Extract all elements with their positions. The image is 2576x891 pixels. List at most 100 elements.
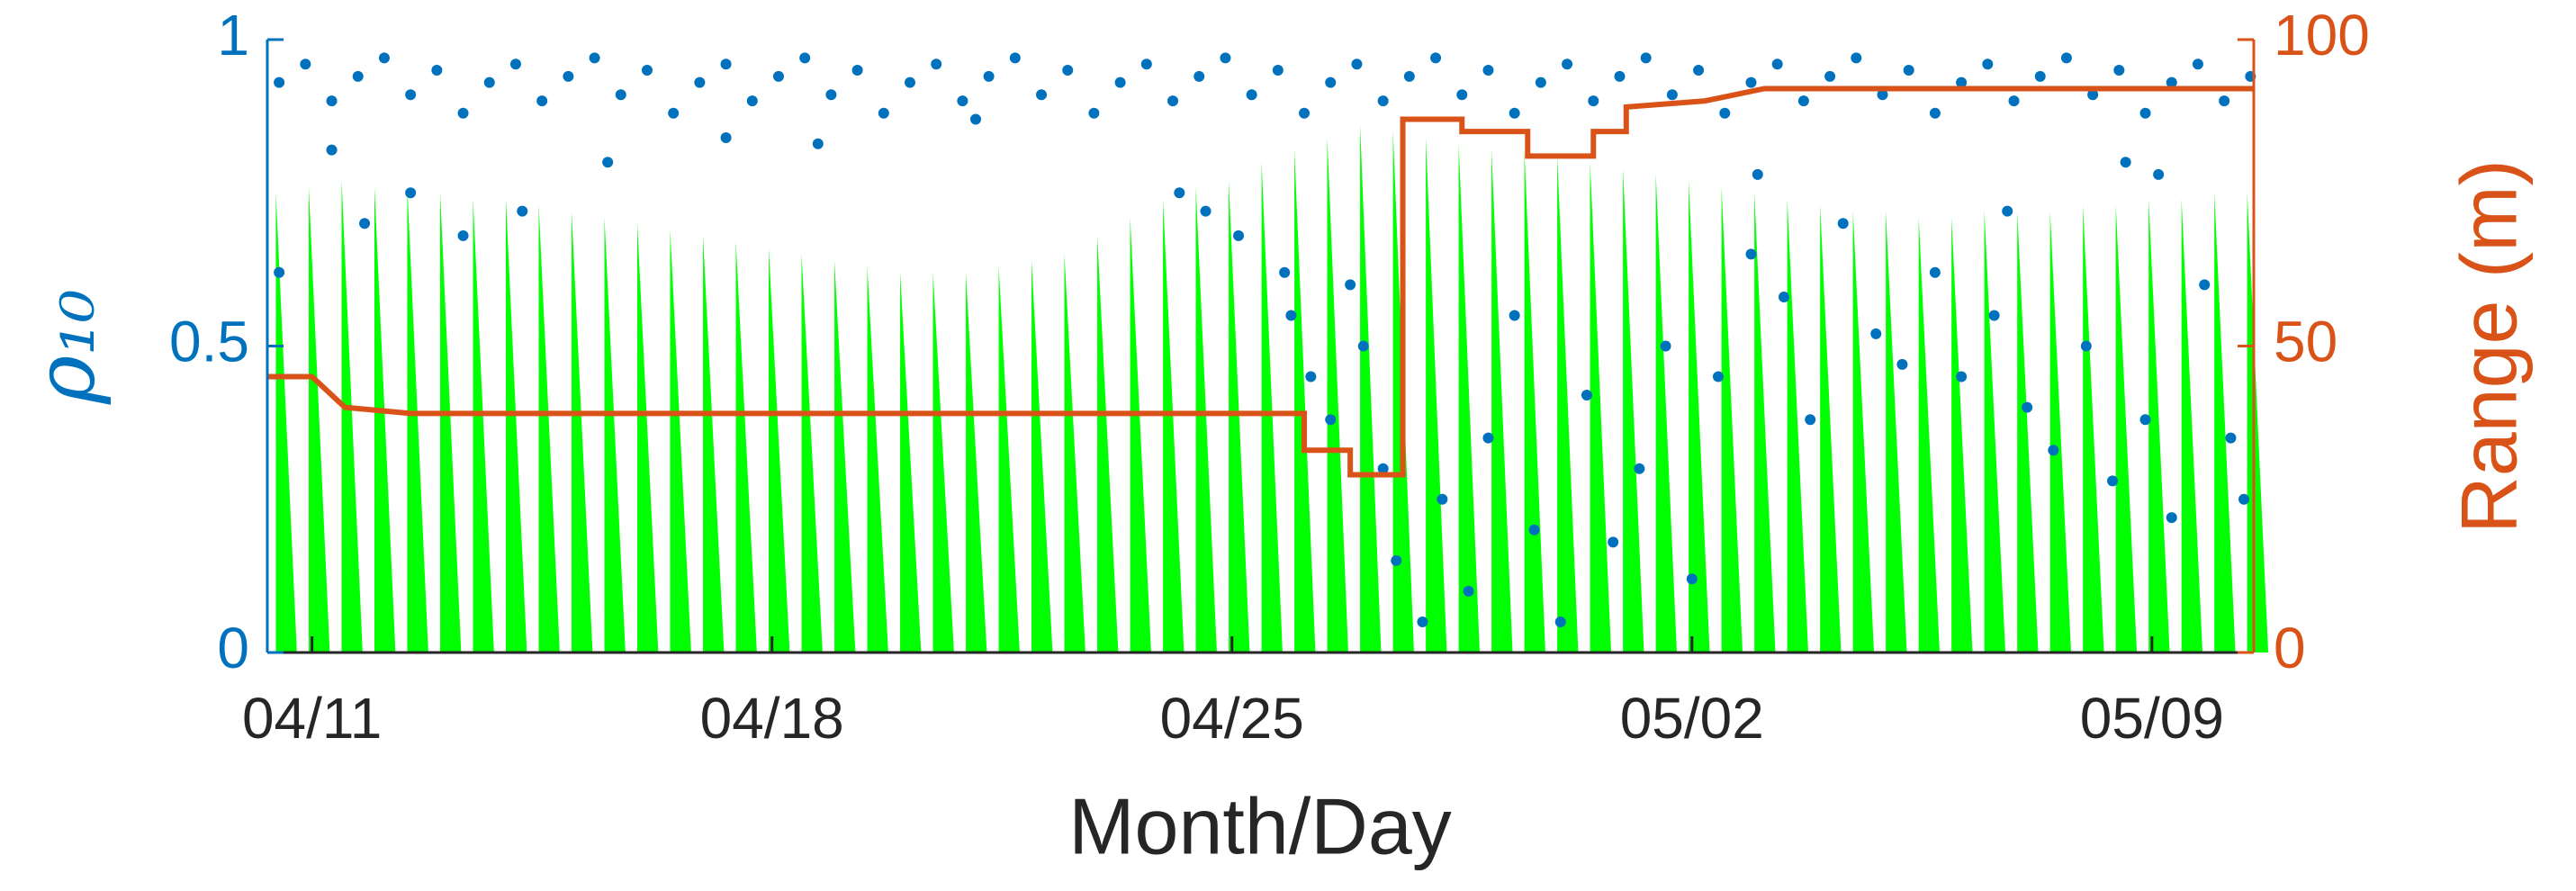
spike (1426, 137, 1447, 652)
point (1588, 95, 1599, 107)
spike (308, 186, 330, 652)
spike (275, 193, 297, 652)
point (1779, 292, 1790, 303)
spike (1655, 174, 1677, 652)
point (1851, 52, 1862, 64)
point (970, 113, 982, 125)
spike (801, 254, 823, 652)
spike (1327, 137, 1348, 652)
point (1403, 70, 1415, 82)
spike (1886, 211, 1907, 652)
point (2199, 279, 2211, 291)
point (799, 52, 811, 64)
point (957, 95, 968, 107)
point (1745, 76, 1757, 88)
point (2022, 401, 2033, 413)
point (483, 76, 495, 88)
point (359, 218, 371, 230)
point (694, 76, 706, 88)
point (1712, 371, 1724, 382)
spike (900, 272, 922, 652)
point (1088, 107, 1100, 119)
point (1535, 76, 1546, 88)
spike (703, 235, 725, 652)
point (1608, 536, 1619, 548)
spike (867, 266, 888, 652)
point (825, 89, 837, 101)
point (1877, 89, 1888, 101)
point (1771, 58, 1783, 70)
point (2113, 65, 2125, 76)
point (1581, 389, 1592, 400)
y2-tick-label: 100 (2274, 3, 2370, 68)
spike (670, 230, 691, 653)
spike (1590, 162, 1611, 652)
point (1929, 266, 1941, 278)
point (1554, 616, 1566, 627)
point (2060, 52, 2072, 64)
point (1896, 358, 1908, 370)
y2-tick-label: 0 (2274, 616, 2306, 680)
spike (1097, 235, 1119, 652)
point (1140, 58, 1152, 70)
point (1357, 340, 1369, 352)
point (2166, 76, 2177, 88)
spike (1918, 217, 1941, 653)
point (274, 266, 285, 278)
x-tick-label: 04/25 (1160, 686, 1304, 751)
point (1272, 65, 1283, 76)
point (1509, 107, 1520, 119)
point (1634, 463, 1645, 474)
point (405, 89, 417, 101)
point (1220, 52, 1231, 64)
point (1752, 168, 1763, 180)
point (1824, 70, 1836, 82)
spike (1360, 125, 1382, 653)
range-line (267, 86, 2254, 478)
spike (1623, 168, 1644, 652)
point (2153, 168, 2165, 180)
spike (1031, 260, 1053, 652)
point (1114, 76, 1126, 88)
point (905, 76, 916, 88)
point (2107, 475, 2119, 487)
point (1193, 70, 1205, 82)
point (1745, 248, 1757, 260)
spike (1458, 143, 1480, 652)
spike (604, 217, 626, 653)
point (536, 95, 548, 107)
point (668, 107, 680, 119)
point (1233, 230, 1245, 241)
point (1305, 371, 1317, 382)
point (1279, 266, 1291, 278)
spike (2181, 199, 2203, 652)
point (1377, 95, 1389, 107)
point (326, 144, 338, 156)
spike (1984, 211, 2006, 652)
spike (1557, 156, 1579, 652)
spike (1229, 180, 1250, 652)
point (2048, 445, 2059, 456)
spike (769, 248, 790, 652)
point (772, 70, 784, 82)
point (405, 187, 417, 199)
point (1640, 52, 1652, 64)
spike (538, 204, 560, 652)
point (1246, 89, 1257, 101)
spike (1787, 199, 1809, 652)
point (931, 58, 942, 70)
point (1870, 328, 1882, 339)
spike (1951, 217, 1973, 653)
point (431, 65, 443, 76)
spike (407, 186, 428, 652)
point (1482, 432, 1494, 444)
point (1456, 89, 1468, 101)
point (589, 52, 600, 64)
point (1200, 205, 1211, 217)
point (720, 131, 732, 143)
spike (2017, 211, 2039, 652)
point (1062, 65, 1074, 76)
spike (572, 211, 593, 652)
